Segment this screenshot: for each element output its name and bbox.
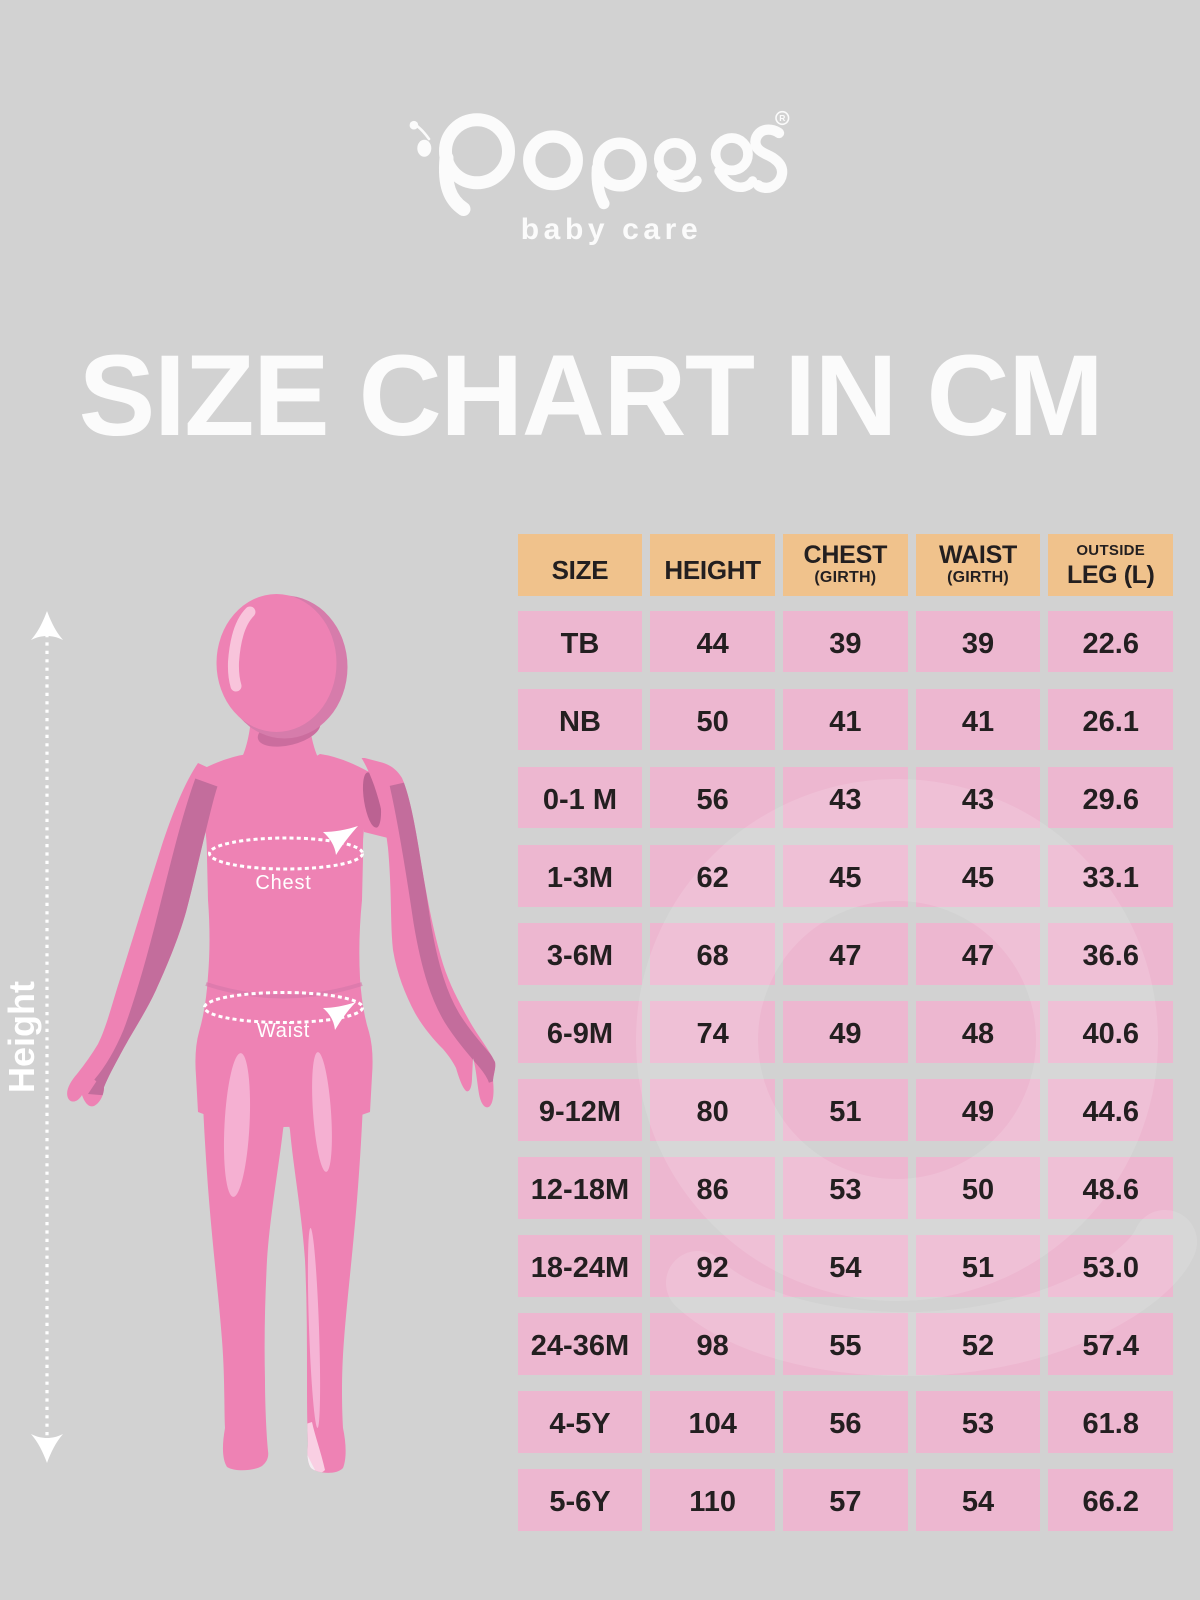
- svg-text:R: R: [779, 113, 785, 123]
